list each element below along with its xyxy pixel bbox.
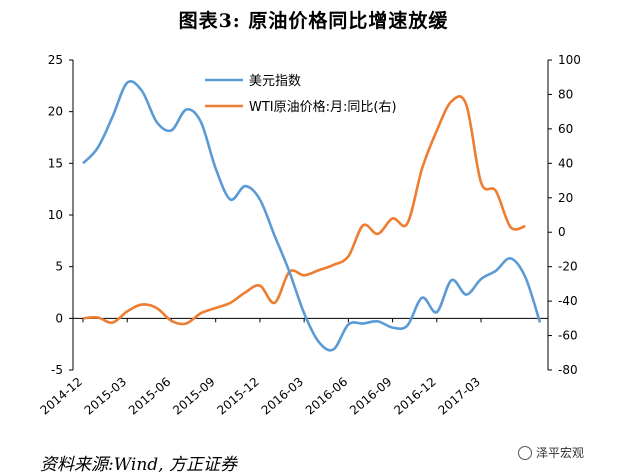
series-wti-line — [82, 95, 526, 326]
right-tick-label: 100 — [558, 53, 581, 67]
right-tick-label: 0 — [558, 225, 566, 239]
x-tick-label: 2015-12 — [214, 375, 261, 418]
series-usd-index-line — [82, 79, 542, 352]
left-tick-label: -5 — [51, 363, 63, 377]
left-tick-label: 5 — [55, 260, 63, 274]
left-tick-label: 15 — [48, 156, 63, 170]
x-tick-label: 2016-06 — [303, 375, 350, 418]
x-tick-label: 2015-09 — [170, 375, 217, 418]
x-tick-label: 2016-12 — [391, 375, 438, 418]
x-tick-label: 2015-03 — [82, 375, 129, 418]
right-tick-label: 40 — [558, 156, 573, 170]
right-tick-label: 20 — [558, 191, 573, 205]
chart-title: 图表3: 原油价格同比增速放缓 — [178, 10, 449, 32]
right-tick-label: -20 — [558, 260, 578, 274]
x-tick-label: 2016-03 — [259, 375, 306, 418]
right-tick-label: -80 — [558, 363, 578, 377]
right-tick-label: -40 — [558, 294, 578, 308]
left-tick-label: 0 — [55, 311, 63, 325]
wechat-icon — [518, 445, 532, 460]
watermark: 泽平宏观 — [518, 444, 584, 461]
x-tick-label: 2015-06 — [126, 375, 173, 418]
x-tick-label: 2014-12 — [38, 375, 85, 418]
legend-label-usd-index: 美元指数 — [249, 74, 301, 89]
x-tick-label: 2016-09 — [347, 375, 394, 418]
right-tick-label: 60 — [558, 122, 573, 136]
source-note: 资料来源:Wind, 方正证券 — [40, 455, 237, 475]
left-tick-label: 10 — [48, 208, 63, 222]
left-tick-label: 25 — [48, 53, 63, 67]
left-tick-label: 20 — [48, 105, 63, 119]
watermark-text: 泽平宏观 — [536, 446, 585, 460]
right-tick-label: 80 — [558, 87, 573, 101]
right-tick-label: -60 — [558, 329, 578, 343]
legend-label-wti: WTI原油价格:月:同比(右) — [249, 99, 397, 115]
x-tick-label: 2017-03 — [436, 375, 483, 418]
